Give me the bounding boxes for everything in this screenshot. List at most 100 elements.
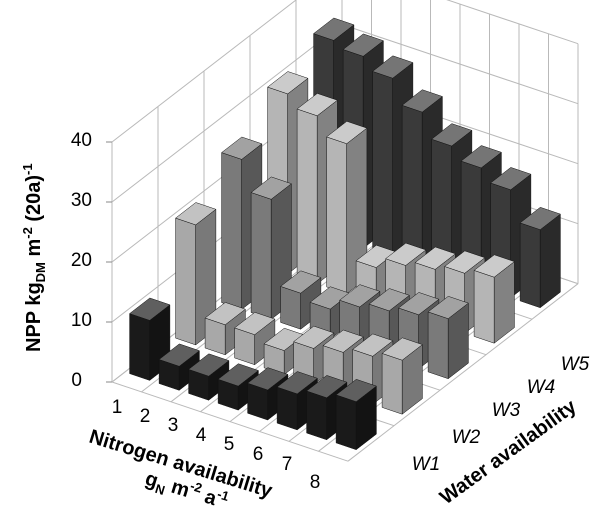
x-tick-label: 5 [224, 434, 235, 455]
x-tick-label: 6 [253, 444, 264, 465]
z-axis-title-main: NPP kg [23, 282, 45, 352]
bar-top-face [129, 297, 171, 321]
bar-top-face [372, 55, 414, 79]
bar-top-face [204, 302, 246, 326]
bar-top-face [221, 136, 263, 160]
bar-top-face [313, 17, 355, 41]
floor-gridline [347, 283, 579, 462]
bar [519, 207, 561, 309]
bar-front-face [221, 152, 242, 310]
bar-front-face [276, 386, 298, 431]
bar-front-face [280, 286, 301, 330]
z-axis-title-unit2: (20a) [23, 175, 45, 227]
bar-front-face [175, 217, 196, 346]
bar-front-face [250, 192, 272, 320]
bar-top-face [158, 343, 200, 367]
z-axis-title-sup: -2 [20, 227, 35, 239]
x-tick-label: 3 [168, 415, 179, 436]
bar-top-face [217, 363, 259, 387]
bar-top-face [250, 176, 292, 200]
bar-top-face [444, 250, 486, 274]
y-tick-label: W3 [492, 400, 521, 421]
bar-top-face [490, 167, 532, 191]
back-wall-gridline [446, 0, 579, 45]
x-tick-label: 7 [282, 454, 293, 475]
bar-front-face [335, 394, 357, 451]
x-tick-label: 1 [112, 397, 123, 418]
bar-top-face [234, 312, 276, 335]
x-axis-title-m: m [163, 474, 192, 502]
bar-top-face [352, 333, 394, 357]
bar-front-face [306, 390, 327, 441]
y-tick-label: W5 [561, 354, 590, 375]
bar [473, 254, 515, 344]
z-tick-label: 10 [71, 310, 92, 331]
bar-front-face [129, 313, 150, 381]
bar-front-face [473, 270, 495, 344]
bar-top-face [247, 367, 289, 391]
z-axis-title-sub: DM [33, 262, 48, 282]
y-tick-label: W1 [412, 454, 441, 475]
bar-top-face [398, 292, 440, 316]
left-wall-gridline [111, 24, 343, 203]
x-tick-label: 2 [140, 406, 151, 427]
bar-top-face [306, 375, 348, 399]
chart-bars [129, 17, 561, 451]
bar-top-face [322, 329, 364, 353]
y-tick-label: W2 [452, 427, 481, 448]
bar-top-face [385, 242, 427, 266]
z-tick-label: 0 [71, 370, 82, 391]
x-axis-title-line2: gN m-2 a-1 [142, 465, 231, 517]
bar-top-face [335, 379, 377, 402]
z-axis-title-sup2: -1 [20, 163, 35, 175]
bar-top-face [427, 296, 469, 319]
z-axis-title: NPP kgDM m-2 (20a)-1 [20, 163, 48, 352]
z-axis-title-unit: m [23, 239, 45, 262]
bar [335, 379, 377, 451]
bar-top-face [519, 207, 561, 230]
z-tick-label: 40 [71, 130, 92, 151]
x-axis-title-sup: -2 [188, 478, 203, 496]
bar-front-face [372, 71, 393, 259]
x-tick-labels: 1 2 3 4 5 6 7 8 [112, 397, 321, 493]
left-wall-gridline [111, 0, 297, 143]
bar-front-face [381, 353, 403, 415]
floor-gridline [111, 381, 349, 462]
bar [381, 337, 423, 415]
x-tick-label: 8 [310, 472, 321, 493]
back-wall-gridline [341, 24, 579, 105]
x-axis-title-sub: N [153, 481, 166, 498]
bar-top-face [342, 33, 384, 57]
bar-top-face [326, 121, 368, 144]
z-tick-label: 20 [71, 250, 92, 271]
bar-front-face [427, 311, 449, 380]
bar-top-face [381, 337, 423, 361]
bar-top-face [473, 254, 515, 278]
bar-top-face [293, 325, 335, 349]
bar-front-face [326, 136, 347, 295]
x-tick-label: 4 [196, 425, 207, 446]
bar-top-face [188, 353, 230, 377]
bar-front-face [519, 222, 541, 309]
bar-top-face [175, 202, 217, 226]
bar-top-face [276, 371, 318, 395]
bar-top-face [460, 145, 502, 169]
bar-side-face [539, 213, 561, 309]
y-tick-labels: W1 W2 W3 W4 W5 [412, 354, 590, 475]
z-tick-label: 30 [71, 190, 92, 211]
x-axis-title-sup2: -1 [215, 486, 230, 504]
bar-top-face [267, 71, 309, 95]
bar-top-face [368, 288, 410, 312]
bar-top-face [431, 123, 473, 147]
bar-top-face [414, 246, 456, 270]
bar-front-face [296, 108, 318, 285]
bar-top-face [280, 270, 322, 294]
y-tick-label: W4 [527, 377, 556, 398]
bar [234, 312, 276, 366]
x-axis-title-a: a [197, 484, 220, 510]
bar [326, 121, 368, 295]
bar [427, 296, 469, 380]
bar-top-face [339, 284, 381, 308]
